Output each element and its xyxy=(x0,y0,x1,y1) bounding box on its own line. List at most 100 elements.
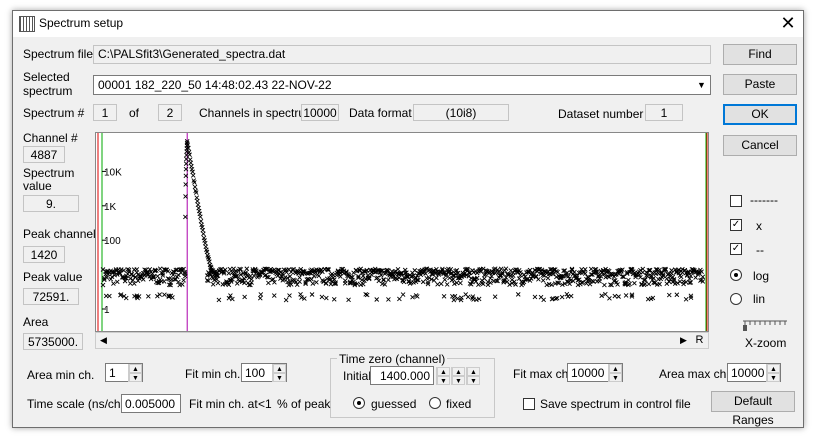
data-point xyxy=(396,275,402,281)
data-point-outlier xyxy=(155,293,160,299)
area-value: 5735000. xyxy=(23,333,83,350)
spectrum-plot[interactable]: 10K 1K 100 1 xyxy=(95,132,709,332)
data-point xyxy=(202,240,208,246)
data-point xyxy=(193,190,199,195)
x-zoom-slider[interactable] xyxy=(741,318,789,332)
data-point xyxy=(264,274,270,280)
data-point xyxy=(181,278,186,283)
data-point-outlier xyxy=(118,292,123,298)
data-point xyxy=(527,267,533,273)
data-point xyxy=(354,281,360,287)
data-point xyxy=(597,278,602,284)
data-point xyxy=(663,267,668,273)
time-zero-spinner-1[interactable]: ▲ ▼ xyxy=(436,367,450,385)
scroll-left-icon[interactable]: ◀ xyxy=(100,335,107,345)
data-point xyxy=(652,280,658,286)
data-point xyxy=(686,270,691,275)
data-point xyxy=(198,218,204,224)
data-point xyxy=(503,266,509,272)
time-scale-input[interactable]: 0.005000 xyxy=(121,394,181,413)
scroll-r-button[interactable]: R xyxy=(695,334,704,346)
data-point-outlier xyxy=(324,295,329,301)
data-point xyxy=(386,268,391,273)
cancel-button[interactable]: Cancel xyxy=(723,135,797,156)
x-marker-checkbox[interactable]: ✓ xyxy=(730,219,742,231)
paste-button[interactable]: Paste xyxy=(723,74,797,95)
data-point-outlier xyxy=(515,292,521,297)
time-zero-initial-input[interactable]: 1400.000 xyxy=(370,366,434,385)
data-point xyxy=(356,273,361,279)
horizontal-scrollbar[interactable]: ◀ ▶ R xyxy=(95,332,709,349)
data-point xyxy=(471,270,476,275)
data-point xyxy=(185,142,191,147)
data-point xyxy=(473,279,479,284)
scroll-right-icon[interactable]: ▶ xyxy=(680,335,687,345)
data-point xyxy=(113,268,119,274)
data-point xyxy=(182,269,188,275)
data-point xyxy=(660,273,666,279)
fixed-radio[interactable] xyxy=(429,397,441,409)
data-point xyxy=(676,267,682,273)
data-point xyxy=(666,279,672,285)
data-point xyxy=(429,271,434,277)
data-point xyxy=(187,152,192,157)
data-point xyxy=(443,271,449,277)
data-point xyxy=(183,214,188,220)
area-max-spinner[interactable]: ▲ ▼ xyxy=(766,364,780,382)
selected-spectrum-dropdown[interactable]: 00001 182_220_50 14:48:02.43 22-NOV-22 ▼ xyxy=(93,75,711,95)
dotted-line-checkbox[interactable] xyxy=(730,195,742,207)
fit-max-spinner[interactable]: ▲ ▼ xyxy=(608,364,622,382)
fit-min-at-label: Fit min ch. at xyxy=(189,397,258,411)
data-point xyxy=(663,266,668,272)
data-point xyxy=(170,272,176,278)
data-point xyxy=(200,227,206,233)
lin-radio[interactable] xyxy=(730,293,742,305)
fit-min-spinner[interactable]: ▲ ▼ xyxy=(272,364,286,382)
data-point xyxy=(567,281,572,287)
data-point xyxy=(155,273,160,279)
time-zero-spinner-2[interactable]: ▲ ▼ xyxy=(451,367,465,385)
data-point xyxy=(144,272,150,277)
data-point xyxy=(234,273,240,279)
data-point xyxy=(160,271,166,276)
data-point xyxy=(365,273,371,278)
data-point-outlier xyxy=(242,294,247,300)
data-point xyxy=(675,280,680,286)
chevron-down-icon[interactable]: ▼ xyxy=(694,77,709,93)
default-ranges-button[interactable]: Default Ranges xyxy=(711,391,795,427)
guessed-radio[interactable] xyxy=(353,397,365,409)
data-point xyxy=(208,272,214,277)
data-point xyxy=(192,184,198,190)
find-button[interactable]: Find xyxy=(723,44,797,65)
time-zero-spinner-3[interactable]: ▲ ▼ xyxy=(466,367,480,385)
data-point xyxy=(423,271,428,276)
data-point xyxy=(434,266,439,272)
data-point xyxy=(111,281,116,286)
data-point xyxy=(620,274,625,279)
data-point xyxy=(646,267,652,273)
data-point xyxy=(682,268,688,273)
data-point xyxy=(297,279,302,285)
ok-button[interactable]: OK xyxy=(723,104,797,125)
data-point xyxy=(152,268,158,274)
channel-value: 4887 xyxy=(23,146,65,163)
data-point xyxy=(183,182,188,187)
data-format-label: Data format xyxy=(349,106,412,120)
data-point xyxy=(263,266,269,272)
data-point xyxy=(426,275,432,281)
data-point xyxy=(348,274,354,280)
data-point xyxy=(474,275,480,281)
save-spectrum-checkbox[interactable] xyxy=(523,398,535,410)
data-point xyxy=(332,277,337,282)
area-min-spinner[interactable]: ▲ ▼ xyxy=(128,364,142,382)
data-point xyxy=(536,276,541,282)
fit-min-at-suffix: % of peak xyxy=(277,397,331,411)
data-point-outlier xyxy=(603,291,608,297)
log-radio[interactable] xyxy=(730,269,742,281)
close-icon[interactable]: ✕ xyxy=(780,13,796,34)
data-point xyxy=(104,275,110,280)
fit-min-at-value[interactable]: <1 xyxy=(258,397,272,411)
data-point-outlier xyxy=(134,294,140,300)
data-point xyxy=(632,280,637,286)
dash-line-checkbox[interactable]: ✓ xyxy=(730,243,742,255)
